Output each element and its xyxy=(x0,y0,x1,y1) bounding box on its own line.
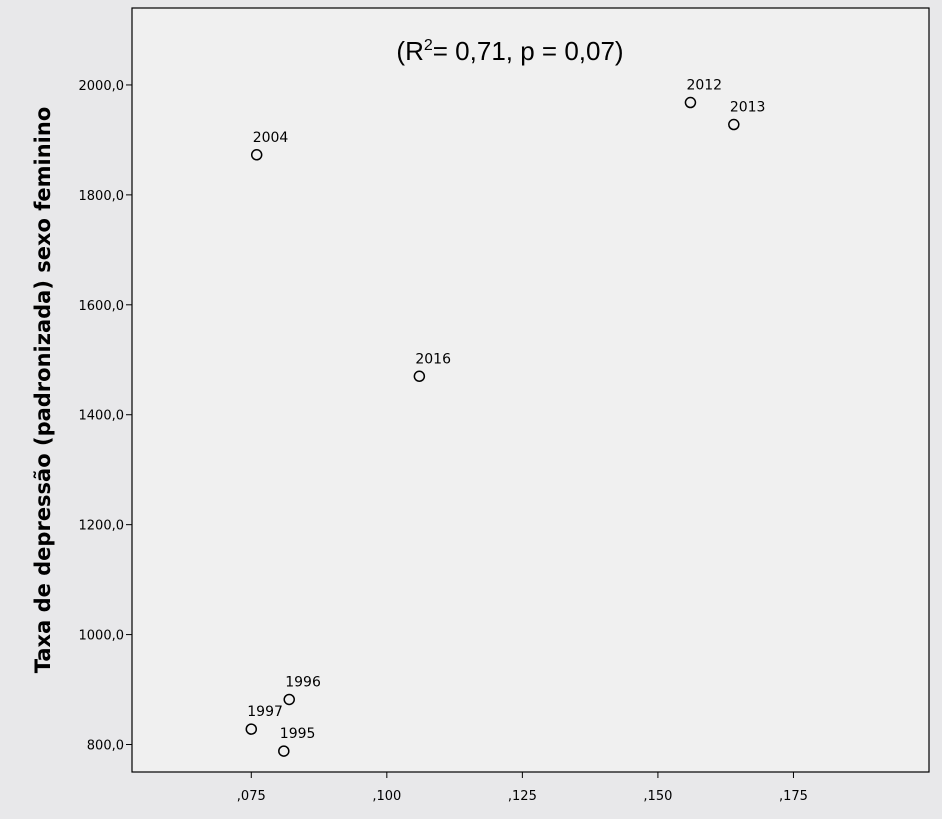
x-tick-label: ,100 xyxy=(372,789,401,804)
data-point-label: 1996 xyxy=(285,674,321,690)
y-tick-label: 800,0 xyxy=(87,739,124,754)
x-tick-label: ,175 xyxy=(779,789,808,804)
data-point-label: 1997 xyxy=(247,704,283,720)
x-tick-label: ,150 xyxy=(643,789,672,804)
y-axis-ticks: 800,0 1000,0 1200,0 1400,0 1600,0 1800,0 2000,… xyxy=(79,79,132,754)
y-tick-label: 1000,0 xyxy=(79,629,125,644)
plot-area xyxy=(131,7,930,773)
stats-annotation-suffix: = 0,71, p = 0,07) xyxy=(433,36,624,66)
y-tick-label: 1800,0 xyxy=(79,189,125,204)
data-point-marker xyxy=(684,96,697,109)
data-point-marker xyxy=(245,723,258,735)
y-axis-label: Taxa de depressão (padronizada) sexo fem… xyxy=(31,107,55,674)
x-tick-label: ,075 xyxy=(237,789,266,804)
data-point-marker xyxy=(413,370,426,383)
data-point-marker xyxy=(728,118,740,131)
data-point-marker xyxy=(278,745,290,757)
y-tick-label: 1600,0 xyxy=(79,299,125,314)
y-tick-label: 2000,0 xyxy=(79,79,125,94)
y-tick-label: 1200,0 xyxy=(79,519,125,534)
x-axis-ticks: ,075 ,100 ,125 ,150 ,175 xyxy=(237,772,808,804)
y-tick-label: 1400,0 xyxy=(79,409,125,424)
stats-annotation-prefix: (R xyxy=(396,36,423,66)
data-point-label: 1995 xyxy=(280,726,316,742)
data-point-marker xyxy=(250,149,263,161)
data-point-marker xyxy=(283,693,295,706)
stats-annotation-superscript: 2 xyxy=(424,37,433,54)
data-point-label: 2004 xyxy=(253,130,289,146)
data-point-label: 2013 xyxy=(730,100,766,116)
x-tick-label: ,125 xyxy=(508,789,537,804)
data-point-label: 2016 xyxy=(415,351,451,367)
data-point-label: 2012 xyxy=(686,78,722,94)
stats-annotation: (R2= 0,71, p = 0,07) xyxy=(396,36,623,66)
